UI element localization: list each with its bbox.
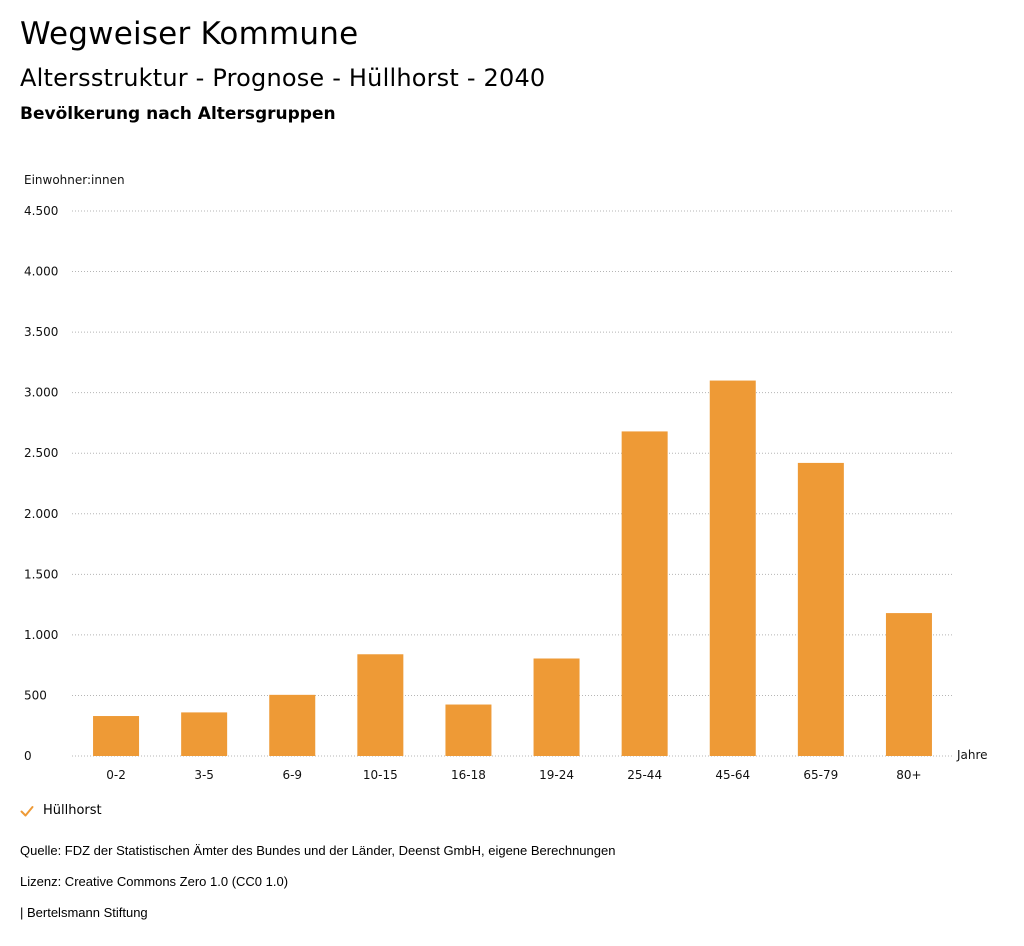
bar-80+[interactable]	[885, 613, 932, 756]
y-tick-label: 3.000	[24, 386, 58, 400]
x-tick-label: 10-15	[363, 768, 398, 782]
x-tick-label: 65-79	[803, 768, 838, 782]
x-tick-label: 45-64	[715, 768, 750, 782]
source-note: Quelle: FDZ der Statistischen Ämter des …	[20, 843, 616, 858]
x-tick-label: 6-9	[282, 768, 302, 782]
x-axis-title: Jahre	[956, 748, 988, 762]
y-tick-label: 1.500	[24, 567, 58, 581]
legend-item-huellhorst[interactable]: Hüllhorst	[20, 803, 102, 818]
y-tick-label: 2.000	[24, 507, 58, 521]
y-axis-ticks: 0 500 1.000 1.500 2.000 2.500 3.000 3.500 4.000 4…	[24, 204, 58, 763]
bar-16-18[interactable]	[445, 704, 492, 756]
y-tick-label: 2.500	[24, 446, 58, 460]
x-tick-label: 25-44	[627, 768, 662, 782]
x-tick-label: 19-24	[539, 768, 574, 782]
legend-label: Hüllhorst	[43, 803, 102, 818]
x-tick-label: 3-5	[194, 768, 214, 782]
chart-subtitle: Bevölkerung nach Altersgruppen	[20, 104, 336, 124]
bar-chart: Einwohner:innen 0 500 1.000 1.500 2.000 2.500…	[24, 173, 988, 782]
bar-45-64[interactable]	[709, 380, 756, 756]
bar-3-5[interactable]	[181, 712, 228, 756]
check-icon	[20, 805, 34, 816]
bars	[93, 380, 932, 756]
y-tick-label: 0	[24, 749, 32, 763]
bar-0-2[interactable]	[93, 716, 140, 756]
bar-25-44[interactable]	[621, 431, 668, 756]
license-note: Lizenz: Creative Commons Zero 1.0 (CC0 1…	[20, 874, 289, 889]
x-tick-label: 80+	[896, 768, 921, 782]
y-tick-label: 4.000	[24, 265, 58, 279]
site-title: Wegweiser Kommune	[20, 16, 359, 52]
y-axis-title: Einwohner:innen	[24, 173, 125, 187]
bar-65-79[interactable]	[797, 462, 844, 756]
bar-10-15[interactable]	[357, 654, 404, 756]
x-axis-ticks: 0-2 3-5 6-9 10-15 16-18 19-24 25-44 45-64 65-79 8…	[106, 768, 921, 782]
x-tick-label: 16-18	[451, 768, 486, 782]
y-tick-label: 1.000	[24, 628, 58, 642]
bar-19-24[interactable]	[533, 658, 580, 756]
y-tick-label: 3.500	[24, 325, 58, 339]
chart-title: Altersstruktur - Prognose - Hüllhorst - …	[20, 64, 546, 92]
bar-6-9[interactable]	[269, 694, 316, 756]
y-tick-label: 500	[24, 688, 47, 702]
y-tick-label: 4.500	[24, 204, 58, 218]
x-tick-label: 0-2	[106, 768, 126, 782]
publisher-note: | Bertelsmann Stiftung	[20, 905, 148, 920]
